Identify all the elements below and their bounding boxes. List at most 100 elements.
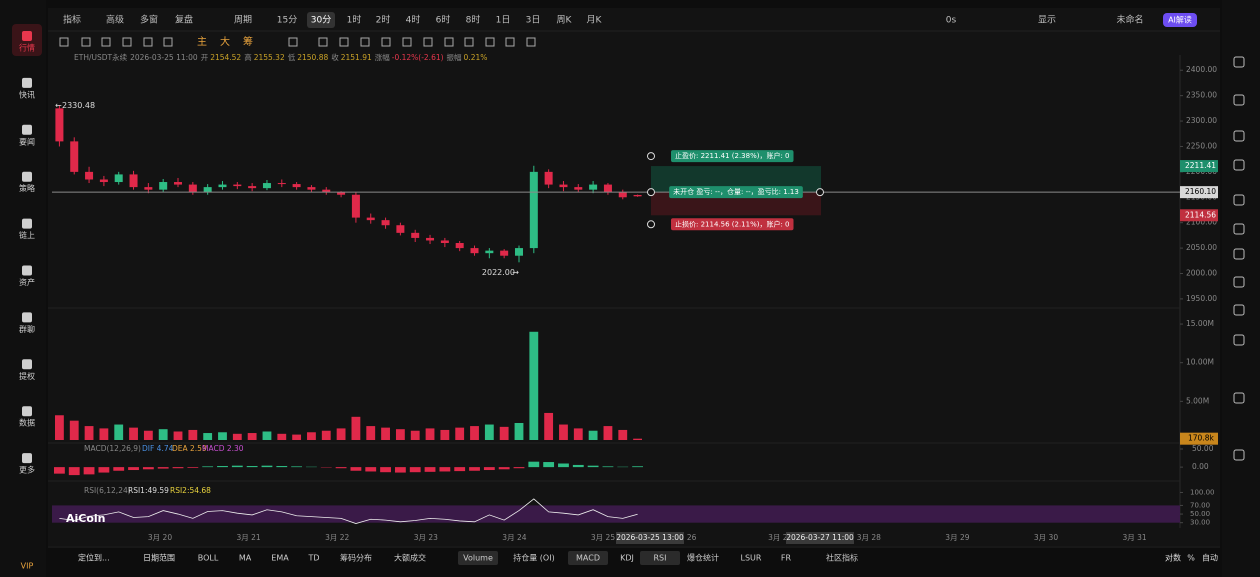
toolbar-item[interactable]: 多窗 bbox=[140, 14, 158, 26]
toolbar-item[interactable]: 周期 bbox=[234, 15, 252, 26]
nav-item[interactable]: 群聊 bbox=[19, 324, 35, 334]
tool-icon[interactable] bbox=[81, 37, 91, 47]
toolbar-item[interactable]: 复盘 bbox=[175, 14, 193, 26]
right-icon bbox=[1233, 449, 1245, 461]
period-button[interactable]: 4时 bbox=[406, 14, 421, 26]
indicator-button[interactable]: Volume bbox=[463, 554, 493, 563]
order-label-bg bbox=[671, 150, 794, 163]
tool-icon[interactable] bbox=[402, 37, 412, 47]
candle-body bbox=[426, 237, 435, 241]
indicator-button[interactable]: 社区指标 bbox=[826, 553, 858, 563]
toolbar-item[interactable]: 指标 bbox=[63, 14, 81, 26]
volume-bar bbox=[633, 438, 642, 440]
candle-body bbox=[188, 184, 197, 193]
tool-icon[interactable] bbox=[444, 37, 454, 47]
indicator-button[interactable]: RSI bbox=[654, 554, 667, 563]
toolbar-right-item[interactable]: 未命名 bbox=[1116, 14, 1143, 26]
tool-icon[interactable] bbox=[464, 37, 474, 47]
drag-handle[interactable] bbox=[816, 188, 824, 197]
indicator-button[interactable]: MACD bbox=[576, 554, 600, 563]
indicator-button[interactable]: LSUR bbox=[741, 554, 762, 563]
period-button[interactable]: 15分 bbox=[277, 15, 297, 26]
macd-bar bbox=[113, 467, 125, 471]
tool-icon[interactable] bbox=[59, 37, 69, 47]
indicator-button[interactable]: TD bbox=[307, 554, 319, 563]
drawing-tool[interactable]: 主 bbox=[197, 36, 207, 48]
nav-item[interactable]: 更多 bbox=[19, 465, 35, 475]
tool-icon[interactable] bbox=[339, 37, 349, 47]
nav-item[interactable]: 快讯 bbox=[19, 89, 35, 99]
tool-icon[interactable] bbox=[360, 37, 370, 47]
ai-button-bg bbox=[1163, 13, 1197, 27]
period-button[interactable]: 8时 bbox=[466, 14, 481, 26]
info-text: 2155.32 bbox=[254, 53, 285, 62]
period-button[interactable]: 30分 bbox=[311, 15, 331, 26]
bottom-right-item[interactable]: % bbox=[1187, 554, 1195, 563]
indicator-button[interactable]: 持仓量 (OI) bbox=[513, 553, 554, 563]
indicator-button[interactable]: FR bbox=[781, 554, 792, 563]
nav-item[interactable]: 数据 bbox=[19, 418, 35, 428]
candle-body bbox=[485, 250, 494, 254]
tool-icon[interactable] bbox=[101, 37, 111, 47]
bottom-left-item[interactable]: 定位到... bbox=[78, 553, 110, 563]
macd-bar bbox=[231, 465, 243, 468]
drawing-tool[interactable]: 筹 bbox=[243, 35, 253, 48]
indicator-button[interactable]: 爆仓统计 bbox=[687, 553, 719, 563]
nav-item[interactable]: 提权 bbox=[19, 371, 35, 381]
price-tag: 2114.56 bbox=[1185, 210, 1216, 219]
tool-icon[interactable] bbox=[526, 37, 536, 47]
macd-bar bbox=[572, 464, 584, 468]
tool-icon[interactable] bbox=[381, 37, 391, 47]
macd-bar bbox=[68, 467, 80, 476]
high-marker-arrow: ← bbox=[55, 101, 62, 110]
indicator-button[interactable]: KDJ bbox=[620, 554, 634, 563]
right-icon bbox=[1233, 194, 1245, 206]
period-button[interactable]: 2时 bbox=[376, 14, 391, 26]
candle-body bbox=[396, 225, 405, 233]
vip-label[interactable]: VIP bbox=[21, 562, 34, 571]
tool-icon[interactable] bbox=[485, 37, 495, 47]
tool-icon[interactable] bbox=[163, 37, 173, 47]
tool-icon[interactable] bbox=[505, 37, 515, 47]
nav-item[interactable]: 资产 bbox=[19, 277, 35, 287]
drawing-tool[interactable]: 大 bbox=[220, 35, 230, 48]
crosshair-time-bg bbox=[786, 532, 854, 544]
candle-body bbox=[633, 194, 642, 197]
indicator-button[interactable]: BOLL bbox=[198, 554, 219, 563]
tool-icon[interactable] bbox=[143, 37, 153, 47]
drag-handle[interactable] bbox=[647, 152, 655, 161]
bottom-right-item[interactable]: 自动 bbox=[1202, 553, 1218, 563]
tool-icon[interactable] bbox=[318, 37, 328, 47]
period-button[interactable]: 周K bbox=[557, 15, 573, 26]
nav-item[interactable]: 策略 bbox=[19, 183, 35, 193]
tool-icon[interactable] bbox=[122, 37, 132, 47]
macd-bar bbox=[439, 467, 451, 472]
candle-body bbox=[85, 171, 94, 180]
drag-handle[interactable] bbox=[647, 220, 655, 229]
nav-item[interactable]: 要闻 bbox=[19, 137, 35, 146]
y-tick-label: 1950.00 bbox=[1186, 294, 1217, 303]
toolbar-right-item[interactable]: AI解读 bbox=[1168, 15, 1192, 25]
toolbar-item[interactable]: 高级 bbox=[106, 14, 124, 26]
toolbar-right-item[interactable]: 0s bbox=[946, 16, 957, 26]
x-tick-label: 3月 23 bbox=[414, 533, 438, 542]
period-button[interactable]: 1日 bbox=[496, 15, 511, 26]
tool-icon[interactable] bbox=[423, 37, 433, 47]
toolbar-right-item[interactable]: 显示 bbox=[1038, 15, 1056, 26]
indicator-button[interactable]: MA bbox=[239, 554, 252, 563]
period-button[interactable]: 3日 bbox=[526, 15, 541, 26]
period-button[interactable]: 月K bbox=[587, 15, 603, 26]
nav-item[interactable]: 链上 bbox=[19, 230, 35, 240]
period-button[interactable]: 6时 bbox=[436, 14, 451, 26]
indicator-button[interactable]: 大额成交 bbox=[394, 553, 426, 563]
candle-body bbox=[455, 243, 464, 249]
drag-handle[interactable] bbox=[647, 188, 655, 197]
period-button[interactable]: 1时 bbox=[347, 14, 362, 26]
bottom-left-item[interactable]: 日期范围 bbox=[143, 553, 175, 563]
indicator-button[interactable]: EMA bbox=[271, 554, 289, 563]
x-tick-label: 3月 27 bbox=[768, 533, 792, 542]
nav-item[interactable]: 行情 bbox=[19, 43, 35, 53]
indicator-button[interactable]: 筹码分布 bbox=[340, 553, 372, 563]
bottom-right-item[interactable]: 对数 bbox=[1165, 553, 1181, 563]
tool-icon[interactable] bbox=[288, 37, 298, 47]
